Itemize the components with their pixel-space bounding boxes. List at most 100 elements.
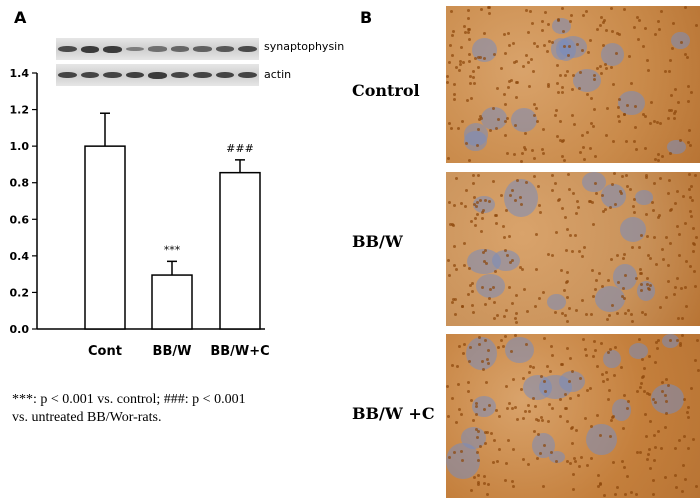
stain-granule xyxy=(457,344,461,348)
stain-granule xyxy=(508,194,512,198)
stain-granule xyxy=(488,288,492,292)
stain-granule xyxy=(627,309,631,313)
stain-granule xyxy=(463,205,467,209)
stain-granule xyxy=(467,38,471,42)
stain-granule xyxy=(476,144,480,148)
stain-granule xyxy=(537,297,541,301)
stain-granule xyxy=(524,131,528,135)
stain-granule xyxy=(482,407,486,411)
row-label-bbw-c: BB/W +C xyxy=(352,404,435,423)
stain-granule xyxy=(619,365,623,369)
stain-granule xyxy=(566,420,570,424)
stain-granule xyxy=(617,114,621,118)
stain-granule xyxy=(643,312,647,316)
stain-granule xyxy=(673,201,677,205)
stain-granule xyxy=(454,297,458,301)
stain-granule xyxy=(645,392,649,396)
stain-granule xyxy=(611,183,615,187)
stain-granule xyxy=(461,120,465,124)
stain-granule xyxy=(463,30,467,34)
stain-granule xyxy=(589,425,593,429)
stain-granule xyxy=(636,16,640,20)
stain-granule xyxy=(529,364,533,368)
stain-granule xyxy=(514,405,518,409)
stain-granule xyxy=(688,265,692,269)
blot-band xyxy=(238,45,257,53)
stain-granule xyxy=(601,21,605,25)
stain-granule xyxy=(495,459,499,463)
stain-granule xyxy=(545,365,549,369)
blot-band xyxy=(125,71,145,79)
cell-nucleus xyxy=(472,396,496,418)
stain-granule xyxy=(638,272,642,276)
stain-granule xyxy=(678,138,682,142)
stain-granule xyxy=(635,148,639,152)
stain-granule xyxy=(455,268,459,272)
stain-granule xyxy=(481,285,485,289)
cell-nucleus xyxy=(620,216,647,242)
stain-granule xyxy=(620,459,624,463)
cell-nucleus xyxy=(634,190,653,206)
stain-granule xyxy=(562,30,566,34)
stain-granule xyxy=(478,56,482,60)
stain-granule xyxy=(504,478,508,482)
stain-granule xyxy=(526,310,530,314)
stain-granule xyxy=(635,492,639,496)
stain-granule xyxy=(673,446,677,450)
stain-granule xyxy=(585,9,589,13)
stain-granule xyxy=(625,104,629,108)
stain-granule xyxy=(481,208,485,212)
cell-nucleus xyxy=(586,423,618,456)
stain-granule xyxy=(691,227,695,231)
bar xyxy=(219,171,261,330)
stain-granule xyxy=(446,384,450,388)
stain-granule xyxy=(651,208,655,212)
stain-granule xyxy=(610,415,614,419)
stain-granule xyxy=(453,313,457,317)
stain-granule xyxy=(542,484,546,488)
stain-granule xyxy=(554,459,558,463)
stain-granule xyxy=(664,394,668,398)
stain-granule xyxy=(503,102,507,106)
stain-granule xyxy=(460,304,464,308)
stain-granule xyxy=(479,115,483,119)
stain-granule xyxy=(605,318,609,322)
stain-granule xyxy=(638,246,642,250)
stain-granule xyxy=(560,91,564,95)
stain-granule xyxy=(470,289,474,293)
stain-granule xyxy=(625,184,629,188)
stain-granule xyxy=(547,40,551,44)
stain-granule xyxy=(504,461,508,465)
blot-band xyxy=(125,46,145,52)
stain-granule xyxy=(639,234,643,238)
stain-granule xyxy=(581,14,585,18)
stain-granule xyxy=(486,483,490,487)
stain-granule xyxy=(567,307,571,311)
stain-granule xyxy=(541,19,545,23)
stain-granule xyxy=(518,265,522,269)
stain-granule xyxy=(680,287,684,291)
stain-granule xyxy=(574,308,578,312)
stain-granule xyxy=(607,278,611,282)
stain-granule xyxy=(487,403,491,407)
stain-granule xyxy=(520,268,524,272)
stain-granule xyxy=(615,254,619,258)
stain-granule xyxy=(454,65,458,69)
blot-band xyxy=(215,45,235,53)
stain-granule xyxy=(668,70,672,73)
stain-granule xyxy=(573,234,577,238)
micrograph-bbw-c xyxy=(446,334,700,498)
stain-granule xyxy=(694,484,698,488)
stain-granule xyxy=(488,11,492,15)
stain-granule xyxy=(479,199,483,203)
cell-nucleus xyxy=(492,250,521,272)
stain-granule xyxy=(632,26,636,30)
stain-granule xyxy=(556,198,560,202)
stain-granule xyxy=(475,200,479,204)
stain-granule xyxy=(659,176,663,180)
x-category-label: BB/W xyxy=(153,344,192,359)
stain-granule xyxy=(588,39,592,43)
stain-granule xyxy=(486,362,490,366)
stain-granule xyxy=(640,310,644,314)
stain-granule xyxy=(556,82,559,86)
